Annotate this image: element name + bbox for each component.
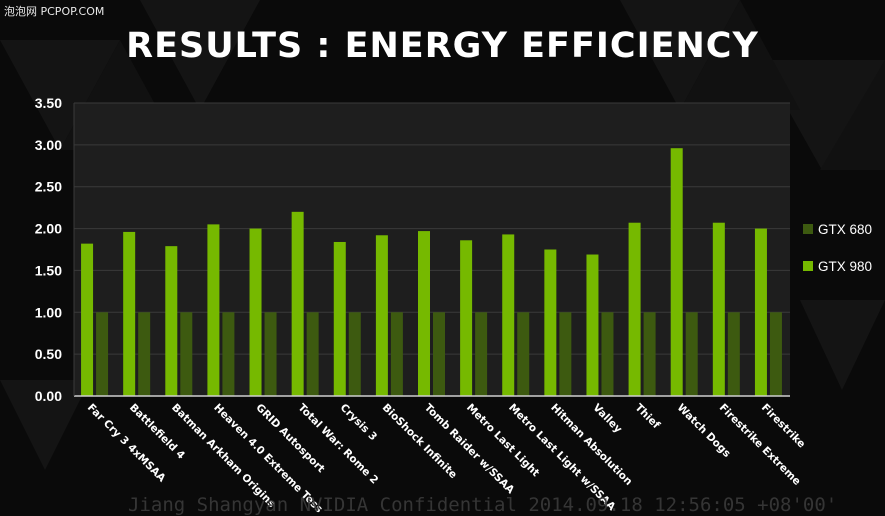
bar-gtx980 xyxy=(123,231,136,396)
y-tick-label: 0.00 xyxy=(35,388,62,404)
bar-gtx680 xyxy=(643,312,656,396)
bar-gtx680 xyxy=(222,312,235,396)
bar-gtx980 xyxy=(333,241,346,396)
bar-gtx980 xyxy=(502,234,515,396)
legend-swatch-gtx680 xyxy=(803,224,813,234)
legend-label-gtx980: GTX 980 xyxy=(818,259,872,274)
y-tick-label: 0.50 xyxy=(35,346,62,362)
bar-gtx680 xyxy=(180,312,193,396)
bar-gtx980 xyxy=(375,235,388,396)
bar-gtx980 xyxy=(291,211,304,396)
bar-gtx680 xyxy=(348,312,361,396)
x-tick-label: Valley xyxy=(590,402,624,436)
y-tick-label: 2.50 xyxy=(35,179,62,195)
site-watermark: 泡泡网 PCPOP.COM xyxy=(4,5,105,18)
legend-label-gtx680: GTX 680 xyxy=(818,222,872,237)
bar-gtx680 xyxy=(306,312,319,396)
bar-gtx680 xyxy=(559,312,572,396)
x-tick-label: Total War: Rome 2 xyxy=(296,402,381,487)
y-tick-label: 3.50 xyxy=(35,95,62,111)
x-tick-label: Crysis 3 xyxy=(338,402,380,444)
bar-gtx680 xyxy=(433,312,445,396)
bar-gtx980 xyxy=(628,222,641,396)
bar-gtx980 xyxy=(544,249,557,396)
x-tick-label: Firestrike Extreme xyxy=(717,402,803,488)
bar-gtx680 xyxy=(390,312,403,396)
legend-swatch-gtx980 xyxy=(803,261,813,271)
x-tick-label: Hitman Absolution xyxy=(548,402,634,488)
bar-gtx680 xyxy=(685,312,698,396)
bar-gtx680 xyxy=(517,312,530,396)
x-tick-label: BioShock Infinite xyxy=(380,402,459,481)
x-tick-label: Far Cry 3 4xMSAA xyxy=(85,402,168,485)
bar-gtx980 xyxy=(460,240,473,396)
bar-gtx980 xyxy=(249,228,262,396)
bar-gtx680 xyxy=(138,312,151,396)
bar-gtx980 xyxy=(165,246,178,396)
bar-gtx680 xyxy=(96,312,109,396)
bar-gtx680 xyxy=(475,312,488,396)
x-tick-label: Thief xyxy=(632,402,662,432)
bar-gtx980 xyxy=(670,148,683,396)
bar-gtx680 xyxy=(264,312,277,396)
y-tick-label: 1.00 xyxy=(35,304,62,320)
bar-gtx980 xyxy=(418,231,430,396)
bar-gtx980 xyxy=(586,254,599,396)
bar-gtx980 xyxy=(81,243,94,396)
bar-gtx680 xyxy=(601,312,614,396)
confidential-watermark: Jiang Shangyan NVIDIA Confidential 2014.… xyxy=(128,494,838,516)
plot-area xyxy=(74,103,790,396)
bar-gtx680 xyxy=(727,312,740,396)
x-tick-label: Metro Last Light xyxy=(464,402,542,480)
bar-gtx980 xyxy=(754,228,767,396)
bar-gtx680 xyxy=(769,312,782,396)
page-title: RESULTS : ENERGY EFFICIENCY xyxy=(126,26,759,66)
y-tick-label: 3.00 xyxy=(35,137,62,153)
bar-gtx980 xyxy=(207,224,220,396)
bar-gtx980 xyxy=(712,222,725,396)
y-tick-label: 1.50 xyxy=(35,262,62,278)
y-tick-label: 2.00 xyxy=(35,221,62,237)
